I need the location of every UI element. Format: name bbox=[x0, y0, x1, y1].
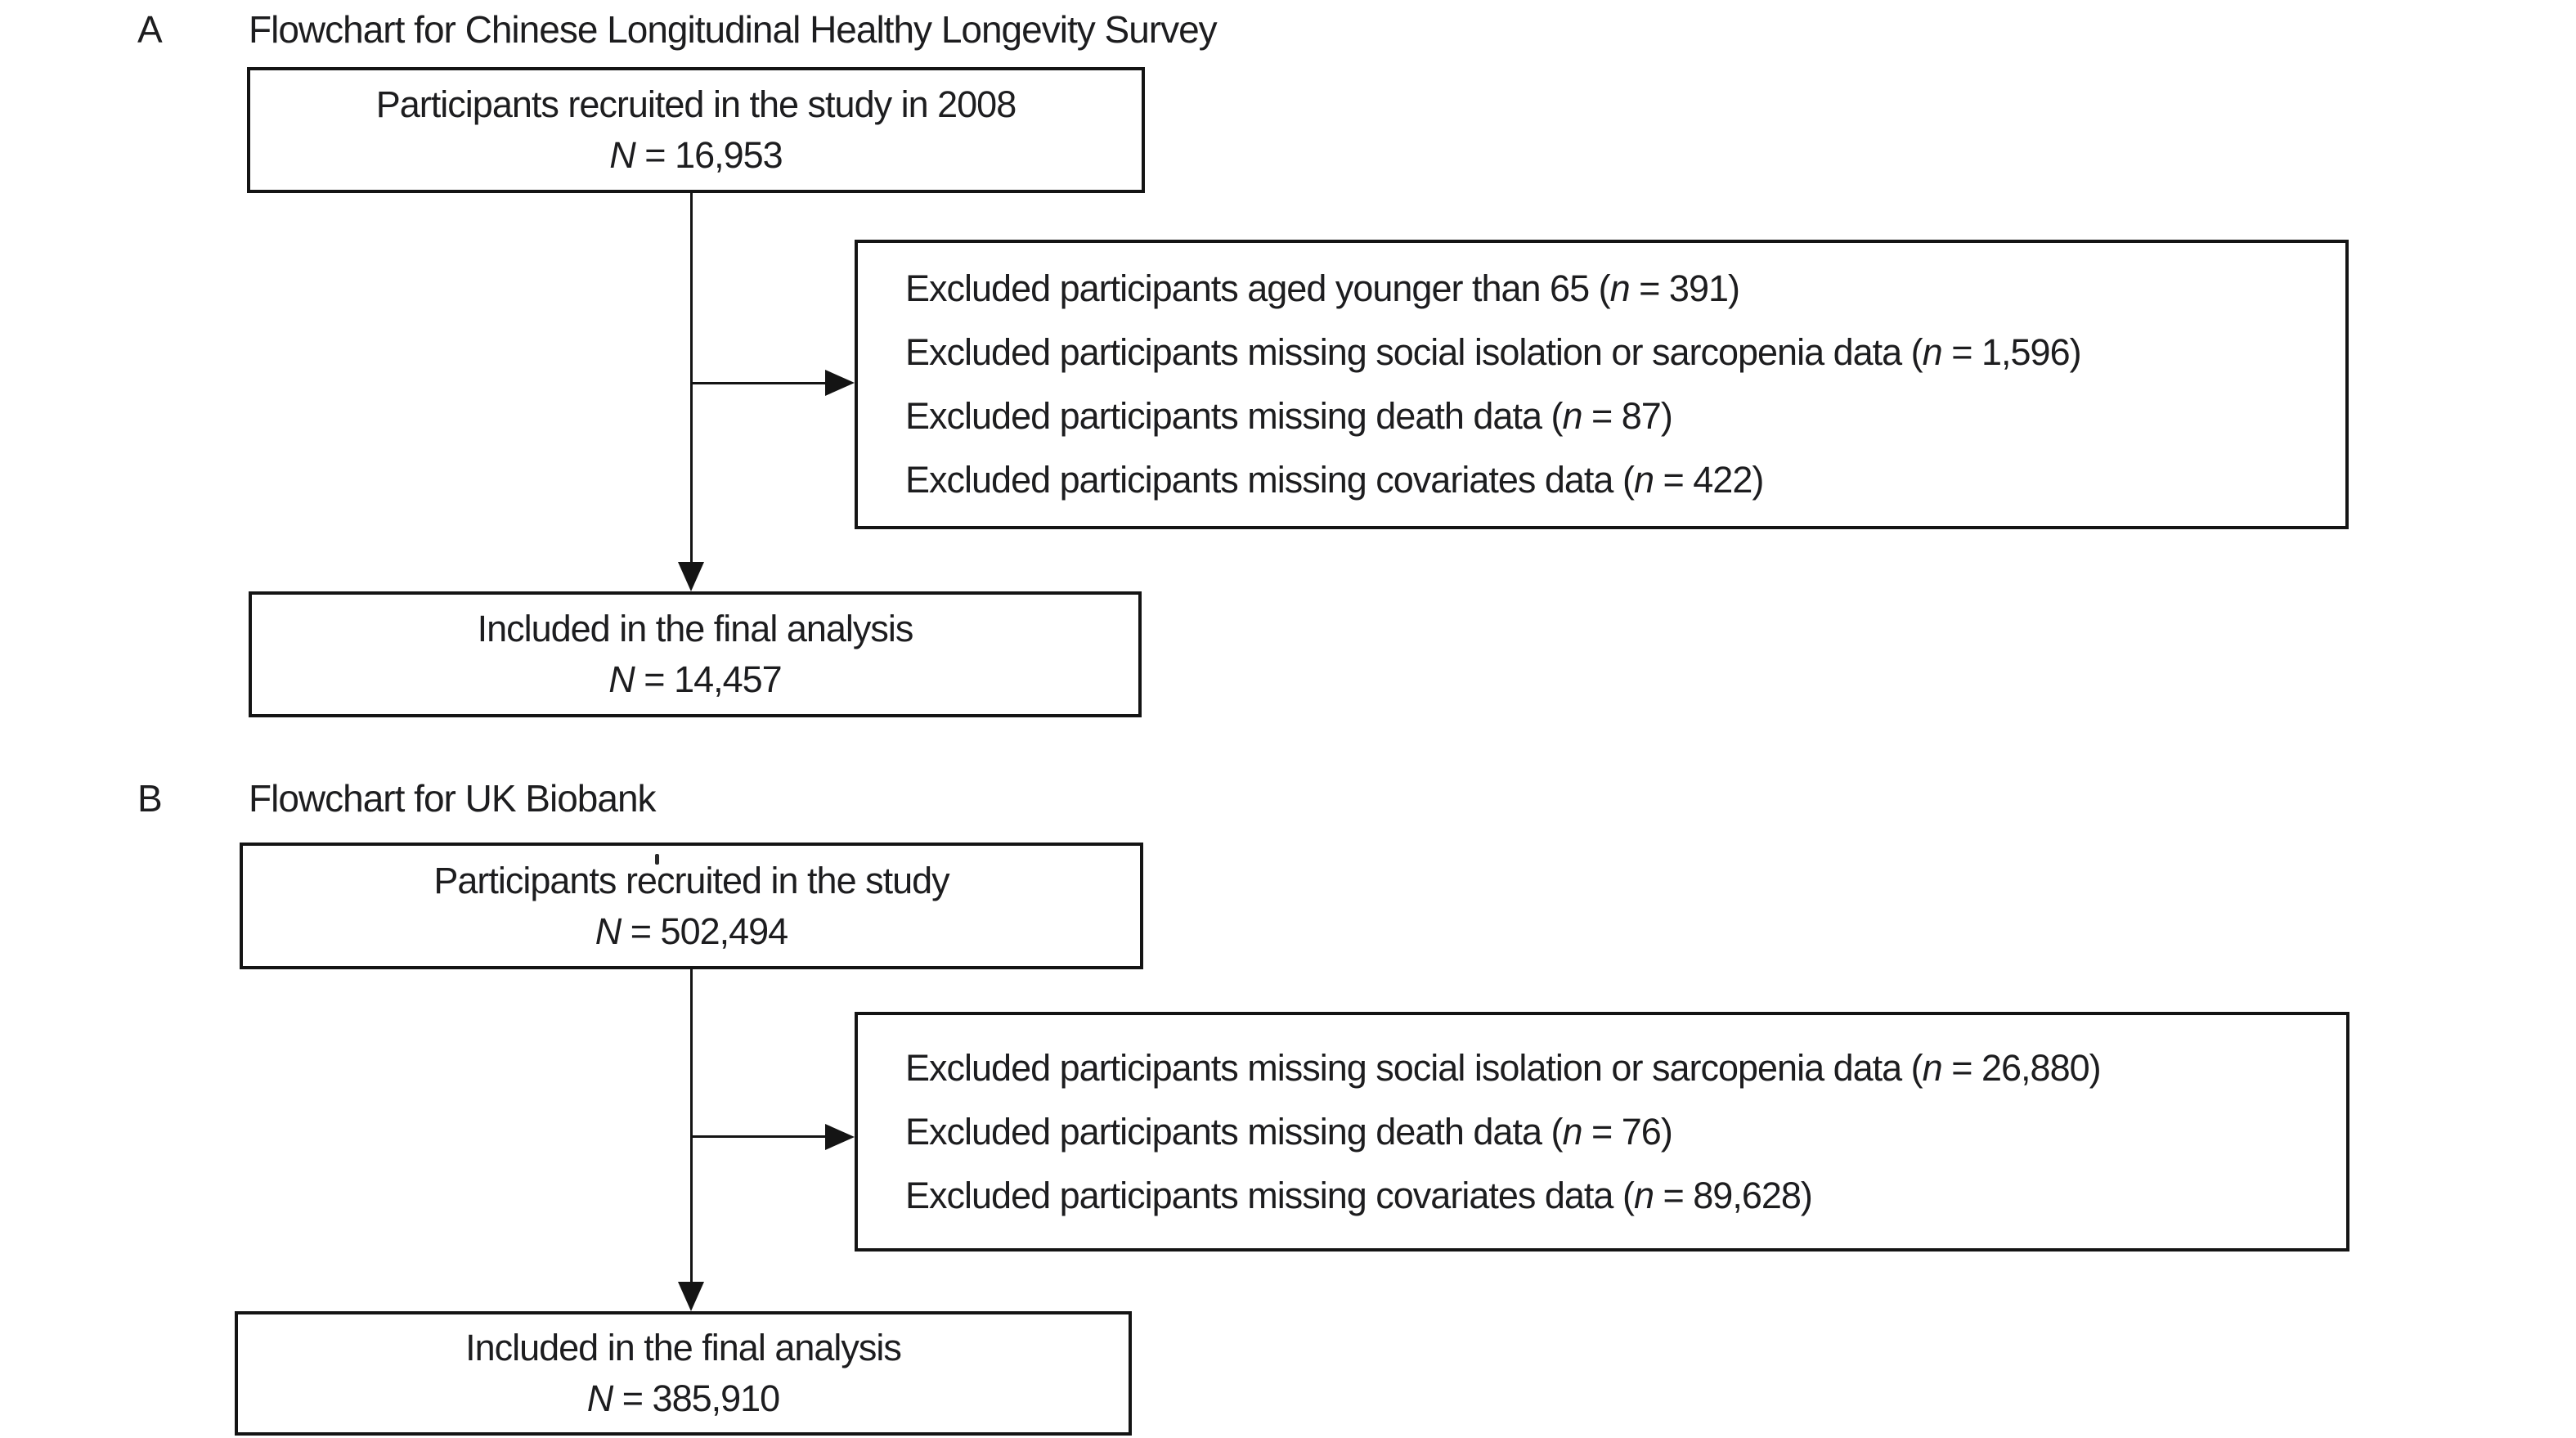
connector-b-horizontal-line bbox=[690, 1135, 826, 1138]
box-b-included: Included in the final analysis N = 385,9… bbox=[235, 1311, 1132, 1436]
box-a-recruited-count: N = 16,953 bbox=[609, 130, 783, 181]
excluded-item: Excluded participants missing covariates… bbox=[905, 1164, 1813, 1228]
excluded-text: Excluded participants missing covariates… bbox=[905, 459, 1635, 501]
section-b-title: Flowchart for UK Biobank bbox=[249, 777, 657, 820]
n-symbol: n bbox=[1922, 1046, 1943, 1089]
excluded-text: Excluded participants missing covariates… bbox=[905, 1174, 1635, 1216]
arrowhead-right-a-icon bbox=[825, 370, 855, 396]
connector-a-vertical-line bbox=[690, 193, 693, 565]
excluded-value: = 1,596) bbox=[1941, 331, 2081, 373]
excluded-value: = 391) bbox=[1629, 267, 1740, 309]
excluded-text: Excluded participants missing social iso… bbox=[905, 331, 1923, 373]
box-a-included-count: N = 14,457 bbox=[608, 654, 782, 705]
excluded-item: Excluded participants missing death data… bbox=[905, 1100, 1673, 1164]
n-symbol: n bbox=[1562, 1110, 1582, 1153]
excluded-text: Excluded participants aged younger than … bbox=[905, 267, 1611, 309]
n-symbol: N bbox=[609, 134, 635, 176]
excluded-value: = 76) bbox=[1582, 1110, 1673, 1153]
n-value: = 385,910 bbox=[613, 1377, 780, 1419]
n-value: = 16,953 bbox=[635, 134, 783, 176]
n-symbol: n bbox=[1633, 459, 1654, 501]
n-symbol: N bbox=[586, 1377, 613, 1419]
section-a-title: Flowchart for Chinese Longitudinal Healt… bbox=[249, 8, 1218, 51]
n-symbol: n bbox=[1633, 1174, 1654, 1216]
excluded-text: Excluded participants missing death data… bbox=[905, 395, 1563, 437]
arrowhead-right-b-icon bbox=[825, 1124, 855, 1150]
connector-a-horizontal-line bbox=[690, 382, 826, 384]
excluded-value: = 87) bbox=[1582, 395, 1673, 437]
box-a-excluded: Excluded participants aged younger than … bbox=[855, 240, 2349, 529]
excluded-value: = 422) bbox=[1653, 459, 1764, 501]
excluded-value: = 89,628) bbox=[1653, 1174, 1812, 1216]
n-symbol: n bbox=[1609, 267, 1631, 309]
box-b-recruited-line1: Participants recruited in the study bbox=[433, 856, 949, 906]
excluded-item: Excluded participants missing death data… bbox=[905, 384, 1673, 448]
box-a-included-line1: Included in the final analysis bbox=[477, 604, 914, 654]
connector-b-vertical-line bbox=[690, 969, 693, 1284]
excluded-item: Excluded participants missing social iso… bbox=[905, 1036, 2102, 1100]
box-a-included-text: Included in the final analysis bbox=[477, 608, 914, 649]
box-a-recruited: Participants recruited in the study in 2… bbox=[247, 67, 1145, 193]
arrowhead-down-b-icon bbox=[678, 1282, 704, 1311]
box-b-included-text: Included in the final analysis bbox=[465, 1327, 902, 1368]
n-symbol: N bbox=[608, 658, 635, 700]
box-b-recruited-count: N = 502,494 bbox=[595, 906, 788, 957]
excluded-text: Excluded participants missing social iso… bbox=[905, 1046, 1923, 1089]
n-value: = 14,457 bbox=[634, 658, 782, 700]
n-symbol: N bbox=[595, 910, 622, 952]
box-b-recruited: Participants recruited in the study N = … bbox=[240, 843, 1143, 969]
box-a-recruited-text: Participants recruited in the study in 2… bbox=[375, 83, 1016, 125]
section-a-label: A bbox=[137, 8, 163, 51]
section-b-label: B bbox=[137, 777, 163, 820]
stray-mark bbox=[655, 854, 659, 865]
n-symbol: n bbox=[1922, 331, 1943, 373]
excluded-item: Excluded participants missing covariates… bbox=[905, 448, 1764, 512]
box-b-excluded: Excluded participants missing social iso… bbox=[855, 1012, 2349, 1252]
box-b-recruited-text: Participants recruited in the study bbox=[433, 859, 949, 901]
n-symbol: n bbox=[1562, 395, 1582, 437]
excluded-text: Excluded participants missing death data… bbox=[905, 1110, 1563, 1153]
excluded-item: Excluded participants missing social iso… bbox=[905, 321, 2082, 384]
n-value: = 502,494 bbox=[621, 910, 788, 952]
box-b-included-line1: Included in the final analysis bbox=[465, 1323, 902, 1373]
arrowhead-down-a-icon bbox=[678, 562, 704, 591]
box-a-included: Included in the final analysis N = 14,45… bbox=[249, 591, 1142, 717]
excluded-value: = 26,880) bbox=[1941, 1046, 2101, 1089]
box-a-recruited-line1: Participants recruited in the study in 2… bbox=[376, 79, 1016, 130]
excluded-item: Excluded participants aged younger than … bbox=[905, 257, 1740, 321]
box-b-included-count: N = 385,910 bbox=[586, 1373, 780, 1424]
